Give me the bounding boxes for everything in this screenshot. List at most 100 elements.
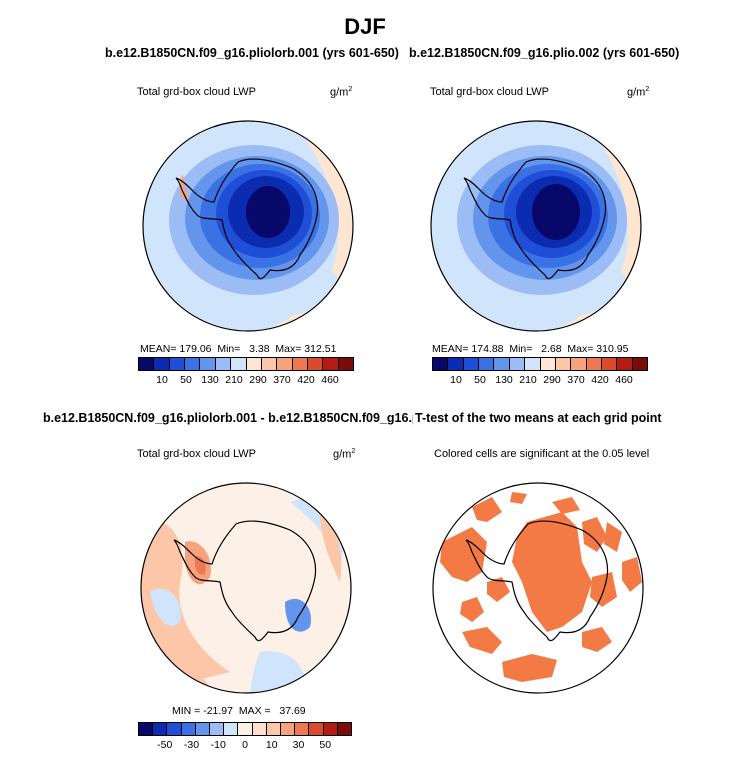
panel3-colorbar (138, 722, 352, 736)
colorbar-swatch (224, 723, 239, 735)
colorbar-tick-label: 370 (273, 374, 291, 386)
colorbar-swatch (601, 358, 618, 370)
panel3-units: g/m2 (333, 448, 356, 461)
figure-title: DJF (344, 14, 386, 39)
colorbar-swatch (540, 358, 556, 370)
antarctica-coastline (175, 158, 319, 280)
colorbar-swatch (246, 358, 262, 370)
colorbar-tick-label: 10 (156, 374, 168, 386)
colorbar-swatch (195, 723, 211, 735)
colorbar-swatch (463, 358, 480, 370)
lwp-low-core (532, 184, 580, 240)
colorbar-tick-label: 130 (495, 374, 513, 386)
colorbar-swatch (494, 358, 510, 370)
panel2-polar-map (430, 120, 642, 332)
panel1-stats: MEAN= 179.06 Min= 3.38 Max= 312.51 (140, 343, 337, 355)
colorbar-swatch (181, 723, 196, 735)
antarctica-coastline (463, 158, 607, 280)
colorbar-tick-label: 290 (249, 374, 267, 386)
colorbar-tick-label: -50 (157, 739, 173, 751)
colorbar-swatch (509, 358, 526, 370)
panel3-variable-label: Total grd-box cloud LWP (137, 448, 257, 460)
colorbar-swatch (215, 358, 232, 370)
colorbar-swatch (479, 358, 495, 370)
colorbar-swatch (295, 723, 310, 735)
panel1-variable-label: Total grd-box cloud LWP (137, 86, 257, 98)
colorbar-swatch (323, 723, 338, 735)
colorbar-tick-label: 290 (543, 374, 561, 386)
significant-cells (440, 492, 642, 682)
colorbar-swatch (252, 723, 267, 735)
panel1-title: b.e12.B1850CN.f09_g16.pliolorb.001 (yrs … (105, 46, 399, 60)
colorbar-tick-label: 460 (321, 374, 339, 386)
colorbar-swatch (571, 358, 587, 370)
colorbar-swatch (167, 723, 182, 735)
colorbar-swatch (338, 358, 354, 370)
colorbar-swatch (169, 358, 186, 370)
lwp-low-core (246, 186, 290, 238)
panel2-stats: MEAN= 174.88 Min= 2.68 Max= 310.95 (432, 343, 629, 355)
panel1-colorbar-ticks: 10 50 130 210 290 370 420 460 (138, 374, 354, 388)
colorbar-tick-label: 420 (297, 374, 315, 386)
colorbar-swatch (555, 358, 572, 370)
colorbar-swatch (337, 723, 352, 735)
colorbar-tick-label: 420 (591, 374, 609, 386)
colorbar-tick-label: 210 (519, 374, 537, 386)
colorbar-tick-label: 370 (567, 374, 585, 386)
colorbar-tick-label: 210 (225, 374, 243, 386)
colorbar-tick-label: 130 (201, 374, 219, 386)
panel3-polar-map (140, 482, 352, 694)
colorbar-swatch (231, 358, 247, 370)
colorbar-tick-label: -30 (183, 739, 200, 751)
colorbar-tick-label: 30 (292, 739, 305, 751)
colorbar-swatch (185, 358, 201, 370)
panel2-units: g/m2 (627, 86, 650, 99)
colorbar-tick-label: 0 (242, 739, 248, 751)
colorbar-swatch (238, 723, 253, 735)
colorbar-swatch (261, 358, 278, 370)
colorbar-tick-label: -10 (210, 739, 226, 751)
colorbar-swatch (277, 358, 293, 370)
colorbar-swatch (200, 358, 216, 370)
colorbar-swatch (139, 723, 154, 735)
colorbar-swatch (210, 723, 225, 735)
colorbar-swatch (154, 358, 170, 370)
colorbar-tick-label: 460 (615, 374, 633, 386)
colorbar-swatch (153, 723, 168, 735)
panel2-colorbar (432, 357, 648, 371)
panel1-colorbar (138, 357, 354, 371)
panel3-stats: MIN = -21.97 MAX = 37.69 (172, 705, 306, 717)
colorbar-swatch (586, 358, 602, 370)
colorbar-swatch (281, 723, 296, 735)
panel4-subtitle: Colored cells are significant at the 0.0… (434, 448, 650, 460)
map-boundary (430, 120, 642, 332)
antarctica-coastline (465, 520, 609, 642)
colorbar-swatch (323, 358, 339, 370)
panel2-colorbar-ticks: 10 50 130 210 290 370 420 460 (432, 374, 648, 388)
colorbar-swatch (139, 358, 155, 370)
colorbar-tick-label: 50 (180, 374, 192, 386)
colorbar-swatch (309, 723, 324, 735)
colorbar-swatch (307, 358, 324, 370)
antarctica-coastline (173, 520, 317, 642)
colorbar-swatch (433, 358, 449, 370)
map-boundary (142, 120, 354, 332)
panel1-units: g/m2 (330, 86, 353, 99)
colorbar-swatch (632, 358, 648, 370)
panel2-variable-label: Total grd-box cloud LWP (430, 86, 550, 98)
colorbar-tick-label: 10 (450, 374, 462, 386)
panel4-title: T-test of the two means at each grid poi… (415, 411, 662, 425)
panel4-significance-map (432, 482, 644, 694)
colorbar-swatch (617, 358, 633, 370)
colorbar-swatch (266, 723, 282, 735)
panel2-title: b.e12.B1850CN.f09_g16.plio.002 (yrs 601-… (409, 46, 680, 60)
colorbar-swatch (292, 358, 308, 370)
colorbar-tick-label: 50 (474, 374, 486, 386)
map-boundary (432, 482, 644, 694)
colorbar-swatch (525, 358, 541, 370)
colorbar-tick-label: 10 (265, 739, 278, 751)
map-boundary (140, 482, 352, 694)
panel3-colorbar-ticks: -50 -30 -10 0 10 30 50 (138, 739, 352, 753)
colorbar-swatch (448, 358, 464, 370)
panel1-polar-map (142, 120, 354, 332)
